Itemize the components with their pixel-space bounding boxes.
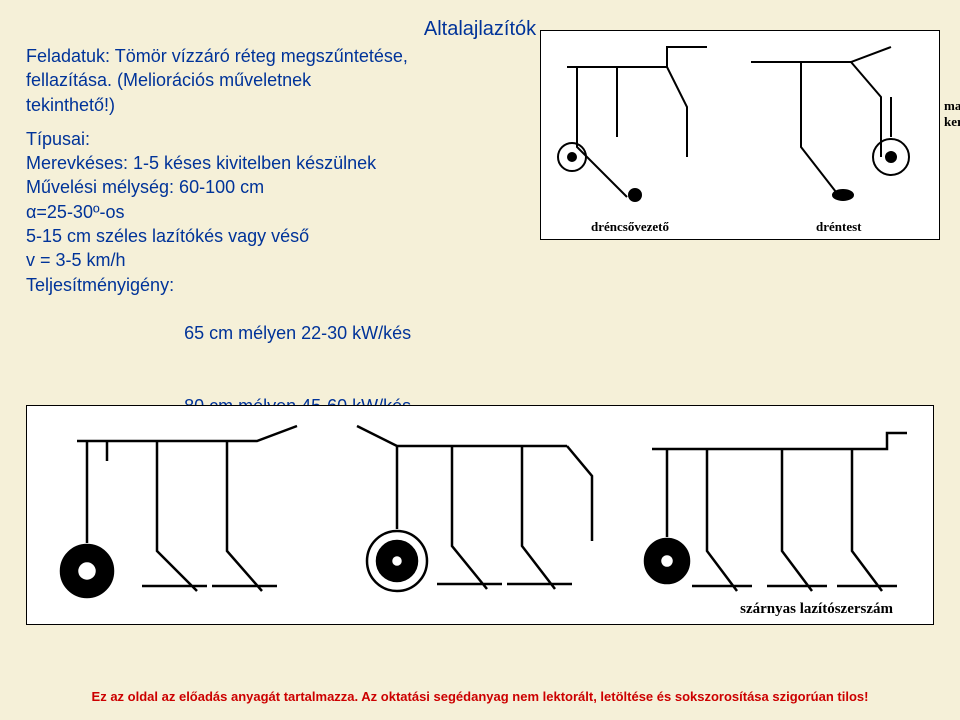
types-line-alpha: α=25-30º-os xyxy=(26,200,496,224)
sketch-drain-leader xyxy=(547,37,737,207)
sketch-winged-1 xyxy=(47,421,317,606)
figure-top-caption-left: dréncsővezető xyxy=(591,219,669,235)
figure-bottom-caption: szárnyas lazítószerszám xyxy=(740,601,893,618)
paragraph-task: Feladatuk: Tömör vízzáró réteg megszűnte… xyxy=(26,44,496,117)
performance-value-1: 65 cm mélyen 22-30 kW/kés xyxy=(184,321,411,345)
sketch-drain-body xyxy=(741,37,931,207)
sketch-winged-2 xyxy=(337,421,617,606)
figure-top-caption-right: dréntest xyxy=(816,219,862,235)
types-line-speed: v = 3-5 km/h xyxy=(26,248,496,272)
figure-top: dréncsővezető dréntest xyxy=(540,30,940,240)
types-line-knives: Merevkéses: 1-5 késes kivitelben készüln… xyxy=(26,151,496,175)
figure-top-caption-side: mankó- kerék xyxy=(944,98,960,130)
types-line-depth: Művelési mélység: 60-100 cm xyxy=(26,175,496,199)
para1-line2: tekinthető!) xyxy=(26,95,115,115)
types-heading: Típusai: xyxy=(26,127,496,151)
sketch-winged-3 xyxy=(637,421,917,606)
figure-bottom: szárnyas lazítószerszám xyxy=(26,405,934,625)
text-column: Feladatuk: Tömör vízzáró réteg megszűnte… xyxy=(26,44,496,467)
types-line-width: 5-15 cm széles lazítókés vagy véső xyxy=(26,224,496,248)
para1-line1: Feladatuk: Tömör vízzáró réteg megszűnte… xyxy=(26,46,408,90)
footer-warning: Ez az oldal az előadás anyagát tartalmaz… xyxy=(0,689,960,704)
